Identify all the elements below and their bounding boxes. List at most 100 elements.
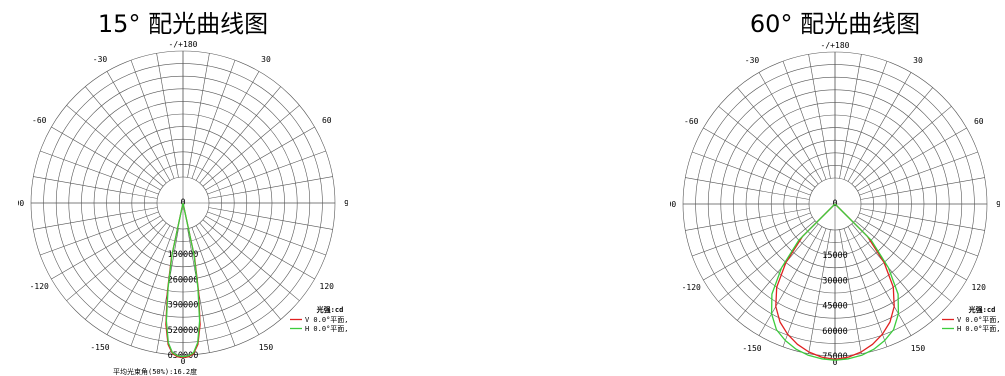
grid-spoke [207,211,326,256]
legend-title: 光强:cd [968,305,996,314]
angle-tick-label: -150 [90,343,109,352]
radial-tick-label: 520000 [168,326,199,336]
grid-spoke [33,207,158,230]
grid-spoke [857,127,967,192]
angle-tick-label: -60 [32,116,47,125]
angle-tick-label: 30 [261,55,271,64]
legend-entry: H 0.0°平面, [957,325,1000,333]
grid-spoke [685,208,810,231]
grid-spoke [130,60,175,179]
grid-spoke [106,71,171,181]
angle-tick-label: 90 [996,200,1000,209]
grid-spoke [33,176,158,199]
angle-tick-label: -/+180 [821,41,850,50]
angle-tick-label: -60 [684,117,699,126]
grid-spoke [85,222,167,320]
grid-spoke [187,53,210,178]
polar-plot-15deg: -/+1801501209060300-30-60-90-120-1500130… [18,40,348,376]
grid-spoke [859,212,978,257]
angle-tick-label: 150 [259,343,274,352]
grid-spoke [843,61,888,180]
legend-entry: V 0.0°平面, [305,316,348,324]
angle-tick-label: 60 [974,117,984,126]
angle-tick-label: 120 [320,282,335,291]
grid-spoke [758,226,823,336]
angle-tick-label: -90 [18,199,24,208]
series-curve [775,203,895,361]
grid-spoke [199,86,281,184]
grid-spoke [808,229,831,354]
chart-title: 15° 配光曲线图 [97,10,269,38]
polar-chart-60deg: 60° 配光曲线图 -/+180 150 120 90 60 30 0 -30 -60 -90 -1… [670,0,1000,376]
angle-tick-label: 0 [833,358,838,367]
grid-spoke [839,229,862,354]
radial-tick-label: 15000 [822,251,848,261]
grid-spoke [808,54,831,179]
grid-spoke [703,216,813,281]
angle-tick-label: 90 [344,199,348,208]
angle-tick-label: 60 [322,116,332,125]
series-curve [770,203,900,361]
grid-spoke [66,219,164,301]
chart-title: 60° 配光曲线图 [749,10,921,38]
legend-title: 光强:cd [316,305,344,314]
grid-spoke [208,207,333,230]
grid-spoke [195,71,260,181]
grid-spoke [854,106,952,188]
grid-spoke [847,226,912,336]
grid-spoke [207,150,326,195]
angle-tick-label: -120 [30,282,49,291]
grid-spoke [51,215,161,280]
radial-tick-label: 260000 [168,275,199,285]
grid-spoke [85,86,167,184]
grid-spoke [859,151,978,196]
grid-spoke [40,211,159,256]
polar-plot-60deg: -/+1801501209060300-30-60-90-120-1500150… [670,41,1000,367]
grid-spoke [839,54,862,179]
polar-grid [682,51,988,357]
radial-tick-label: 45000 [822,302,848,312]
grid-spoke [40,150,159,195]
series-curve [165,202,201,358]
grid-spoke [854,220,952,302]
angle-tick-label: -120 [682,283,701,292]
radial-tick-label: 130000 [168,250,199,260]
angle-tick-label: -30 [93,55,108,64]
grid-spoke [130,227,175,346]
grid-spoke [737,87,819,185]
grid-spoke [208,176,333,199]
grid-spoke [782,228,827,347]
grid-spoke [847,72,912,182]
grid-spoke [191,227,236,346]
grid-spoke [703,127,813,192]
grid-spoke [205,215,315,280]
grid-spoke [851,87,933,185]
footer-note: 平均光束角(50%):16.2度 [113,367,197,376]
legend-entry: V 0.0°平面, [957,316,1000,324]
legend-entry: H 0.0°平面, [305,325,348,333]
polar-grid [30,50,336,356]
grid-spoke [202,219,300,301]
grid-spoke [851,223,933,321]
radial-tick-label: 75000 [822,352,848,362]
grid-spoke [202,105,300,187]
radial-tick-label: 30000 [822,276,848,286]
grid-spoke [857,216,967,281]
grid-spoke [692,151,811,196]
grid-spoke [860,208,985,231]
grid-spoke [737,223,819,321]
grid-spoke [692,212,811,257]
grid-spoke [782,61,827,180]
grid-spoke [758,72,823,182]
radial-tick-label: 60000 [822,327,848,337]
grid-spoke [195,225,260,335]
radial-tick-label: 390000 [168,301,199,311]
angle-tick-label: -30 [745,56,760,65]
grid-spoke [199,222,281,320]
angle-tick-label: 150 [911,344,926,353]
grid-spoke [66,105,164,187]
grid-spoke [191,60,236,179]
angle-tick-label: 120 [972,283,987,292]
grid-spoke [156,53,179,178]
angle-tick-label: -90 [670,200,676,209]
